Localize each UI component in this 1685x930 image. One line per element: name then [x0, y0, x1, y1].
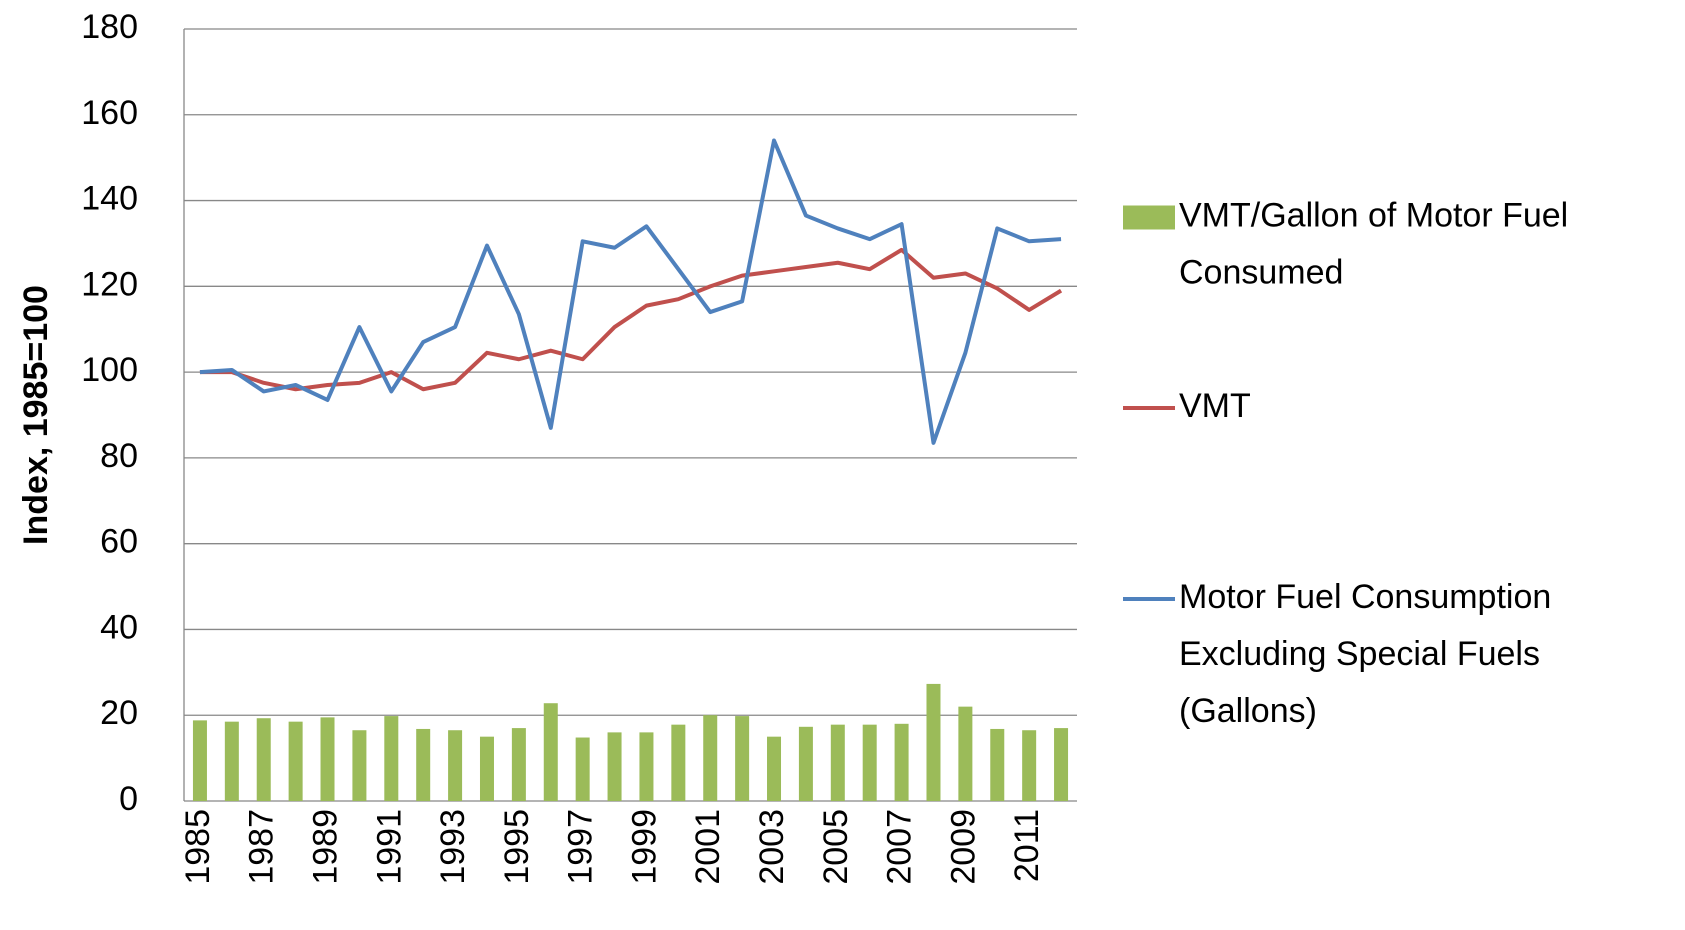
- bar: [767, 736, 782, 801]
- y-tick-label: 20: [100, 694, 138, 732]
- bar: [1022, 730, 1037, 801]
- y-tick-label: 60: [100, 523, 138, 561]
- bar: [703, 715, 718, 801]
- bar: [926, 683, 941, 801]
- bar: [798, 726, 813, 801]
- y-tick-label: 160: [81, 94, 138, 132]
- x-tick-label: 1987: [243, 809, 281, 885]
- legend-label: VMT/Gallon of Motor Fuel Consumed: [1179, 196, 1568, 291]
- y-axis-title: Index, 1985=100: [17, 285, 55, 545]
- x-tick-label: 1997: [562, 809, 600, 885]
- line: [199, 138, 1062, 445]
- x-tick-label: 1993: [434, 809, 472, 885]
- bar: [607, 732, 622, 801]
- legend-entry: Motor Fuel Consumption Excluding Special …: [1123, 578, 1551, 730]
- bar: [671, 724, 686, 801]
- legend-entry: VMT/Gallon of Motor Fuel Consumed: [1123, 196, 1568, 291]
- bar: [256, 718, 271, 801]
- bar: [448, 730, 463, 801]
- legend-swatch: [1123, 205, 1175, 230]
- x-tick-label: 2001: [689, 809, 727, 885]
- x-tick-label: 1991: [370, 809, 408, 885]
- y-tick-label: 180: [81, 8, 138, 46]
- legend-label: Motor Fuel Consumption Excluding Special …: [1179, 578, 1551, 730]
- x-tick-label: 2009: [944, 809, 982, 885]
- legend-label: VMT: [1179, 387, 1251, 425]
- bar: [352, 730, 367, 801]
- x-tick-label: 1995: [498, 809, 536, 885]
- bar: [990, 728, 1005, 801]
- bar: [192, 720, 207, 801]
- bar: [575, 737, 590, 801]
- bar: [224, 721, 239, 801]
- x-tick-label: 2011: [1008, 809, 1046, 882]
- bar: [639, 732, 654, 801]
- bar: [735, 716, 750, 801]
- bar: [830, 724, 845, 801]
- y-tick-label: 140: [81, 180, 138, 218]
- bar: [416, 728, 431, 801]
- bar: [288, 721, 303, 801]
- x-tick-label: 1999: [625, 809, 663, 885]
- y-tick-label: 40: [100, 608, 138, 646]
- x-tick-label: 1985: [179, 809, 217, 885]
- x-tick-label: 2005: [817, 809, 855, 885]
- bar: [862, 724, 877, 801]
- x-tick-label: 1989: [307, 809, 345, 885]
- bar: [1054, 728, 1069, 801]
- x-tick-label: 2007: [881, 809, 919, 885]
- bar: [894, 723, 909, 801]
- bar: [958, 706, 973, 801]
- line: [199, 247, 1063, 392]
- bar: [384, 716, 399, 801]
- y-tick-label: 120: [81, 265, 138, 303]
- bar: [479, 736, 494, 801]
- bar: [320, 717, 335, 801]
- bar: [543, 703, 558, 801]
- x-tick-label: 2003: [753, 809, 791, 885]
- y-tick-label: 100: [81, 351, 138, 389]
- legend-entry: VMT: [1123, 387, 1251, 425]
- y-tick-label: 80: [100, 437, 138, 475]
- y-tick-label: 0: [119, 780, 138, 818]
- bar: [511, 728, 526, 801]
